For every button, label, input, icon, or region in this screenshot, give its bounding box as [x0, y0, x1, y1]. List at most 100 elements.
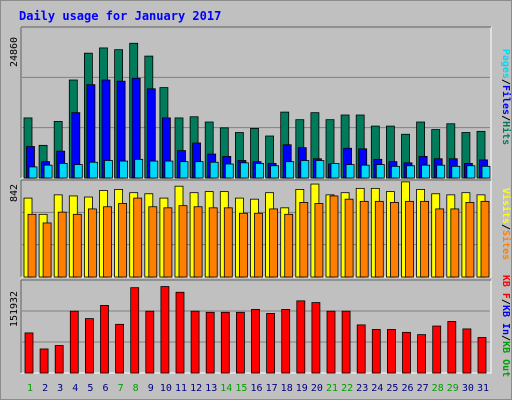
legend-entry: Visits: [500, 188, 512, 224]
x-tick-label: 18: [281, 383, 293, 394]
bar-sites-day-1: [27, 213, 37, 278]
legend-entry: KB In: [500, 305, 511, 335]
x-tick-label: 12: [190, 383, 202, 394]
bar-kb-f-day-26: [402, 331, 411, 374]
bar-pages-day-7: [119, 160, 128, 179]
bar-kb-f-day-7: [115, 323, 124, 374]
bar-kb-f-day-21: [326, 310, 336, 374]
bar-pages-day-25: [390, 165, 400, 179]
legend-separator: /: [500, 335, 511, 341]
bar-sites-day-18: [284, 213, 294, 278]
bar-pages-day-3: [58, 163, 68, 179]
x-tick-label: 4: [72, 383, 78, 394]
legend: KB F/KB In/KB Out: [500, 275, 511, 377]
bar-pages-day-16: [255, 163, 264, 179]
x-tick-label: 5: [87, 383, 93, 394]
x-tick-label: 14: [220, 383, 232, 394]
bar-pages-day-19: [300, 160, 310, 179]
bar-kb-f-day-17: [266, 313, 276, 374]
x-tick-label: 15: [235, 383, 247, 394]
bar-pages-day-14: [224, 163, 234, 179]
bar-pages-day-26: [406, 165, 415, 179]
bar-sites-day-19: [299, 202, 309, 278]
bar-pages-day-29: [451, 165, 461, 179]
bar-kb-f-day-27: [417, 334, 427, 374]
bar-sites-day-21: [329, 195, 339, 278]
bar-pages-day-13: [209, 161, 219, 179]
bar-kb-f-day-16: [251, 309, 260, 374]
x-tick-label: 8: [133, 383, 139, 394]
bar-pages-day-4: [73, 164, 83, 179]
bar-pages-day-10: [164, 160, 174, 179]
axis-max-label: 24860: [9, 37, 20, 67]
x-tick-label: 2: [42, 383, 48, 394]
bar-kb-f-day-15: [235, 311, 245, 374]
x-tick-label: 3: [57, 383, 63, 394]
x-tick-label: 29: [447, 383, 459, 394]
bar-sites-day-22: [344, 198, 354, 278]
bar-sites-day-20: [314, 203, 324, 278]
legend-entry: KB F: [500, 275, 511, 299]
bar-sites-day-17: [269, 208, 279, 278]
bar-pages-day-6: [104, 160, 113, 179]
legend-separator: /: [500, 79, 511, 85]
bar-pages-day-9: [149, 160, 159, 179]
bar-kb-f-day-2: [39, 348, 49, 374]
bar-kb-f-day-25: [386, 329, 396, 374]
x-tick-label: 30: [462, 383, 474, 394]
x-tick-label: 23: [356, 383, 368, 394]
x-tick-label: 28: [432, 383, 444, 394]
bar-kb-f-day-31: [477, 337, 487, 374]
x-tick-label: 24: [371, 383, 383, 394]
bar-kb-f-day-14: [220, 311, 230, 374]
bar-pages-day-28: [436, 164, 446, 179]
bar-kb-f-day-13: [205, 311, 215, 374]
bar-pages-day-12: [194, 161, 204, 179]
bar-pages-day-5: [89, 161, 98, 179]
bar-sites-day-31: [480, 200, 490, 278]
x-tick-label: 27: [417, 383, 429, 394]
bar-pages-day-8: [134, 158, 144, 179]
x-tick-label: 16: [250, 383, 262, 394]
bar-sites-day-4: [72, 213, 82, 278]
bar-kb-f-day-18: [281, 309, 291, 374]
x-tick-label: 26: [401, 383, 413, 394]
bar-kb-f-day-6: [100, 305, 109, 374]
legend-separator: /: [500, 224, 511, 230]
bar-pages-day-24: [375, 164, 385, 179]
bar-pages-day-11: [179, 161, 189, 179]
bar-sites-day-26: [405, 200, 414, 278]
bar-sites-day-12: [193, 206, 203, 278]
legend-separator: /: [500, 115, 511, 121]
bar-kb-f-day-29: [447, 321, 457, 374]
bar-sites-day-11: [178, 205, 188, 278]
bar-sites-day-3: [57, 211, 67, 278]
bar-kb-f-day-3: [54, 345, 64, 374]
x-tick-label: 13: [205, 383, 217, 394]
x-tick-label: 6: [102, 383, 108, 394]
bar-kb-f-day-5: [85, 318, 94, 374]
bar-sites-day-23: [359, 200, 369, 278]
x-tick-label: 17: [266, 383, 278, 394]
bar-sites-day-13: [208, 207, 218, 278]
bar-kb-f-day-8: [130, 287, 140, 374]
bar-sites-day-25: [389, 202, 399, 278]
bar-sites-day-24: [374, 200, 384, 278]
bar-sites-day-27: [420, 200, 430, 278]
bar-kb-f-day-12: [190, 310, 200, 374]
bar-kb-f-day-10: [160, 286, 170, 374]
x-tick-label: 21: [326, 383, 338, 394]
bar-sites-day-2: [42, 222, 52, 278]
legend-entry: Pages: [500, 49, 511, 79]
bar-kb-f-day-23: [356, 324, 366, 374]
bar-sites-day-28: [435, 208, 445, 278]
legend-separator: /: [500, 299, 511, 305]
x-tick-label: 9: [148, 383, 154, 394]
bar-pages-day-18: [285, 161, 295, 179]
chart-title: Daily usage for January 2017: [19, 9, 221, 23]
bar-sites-day-9: [148, 206, 158, 278]
legend: Pages/Files/Hits: [500, 49, 512, 145]
